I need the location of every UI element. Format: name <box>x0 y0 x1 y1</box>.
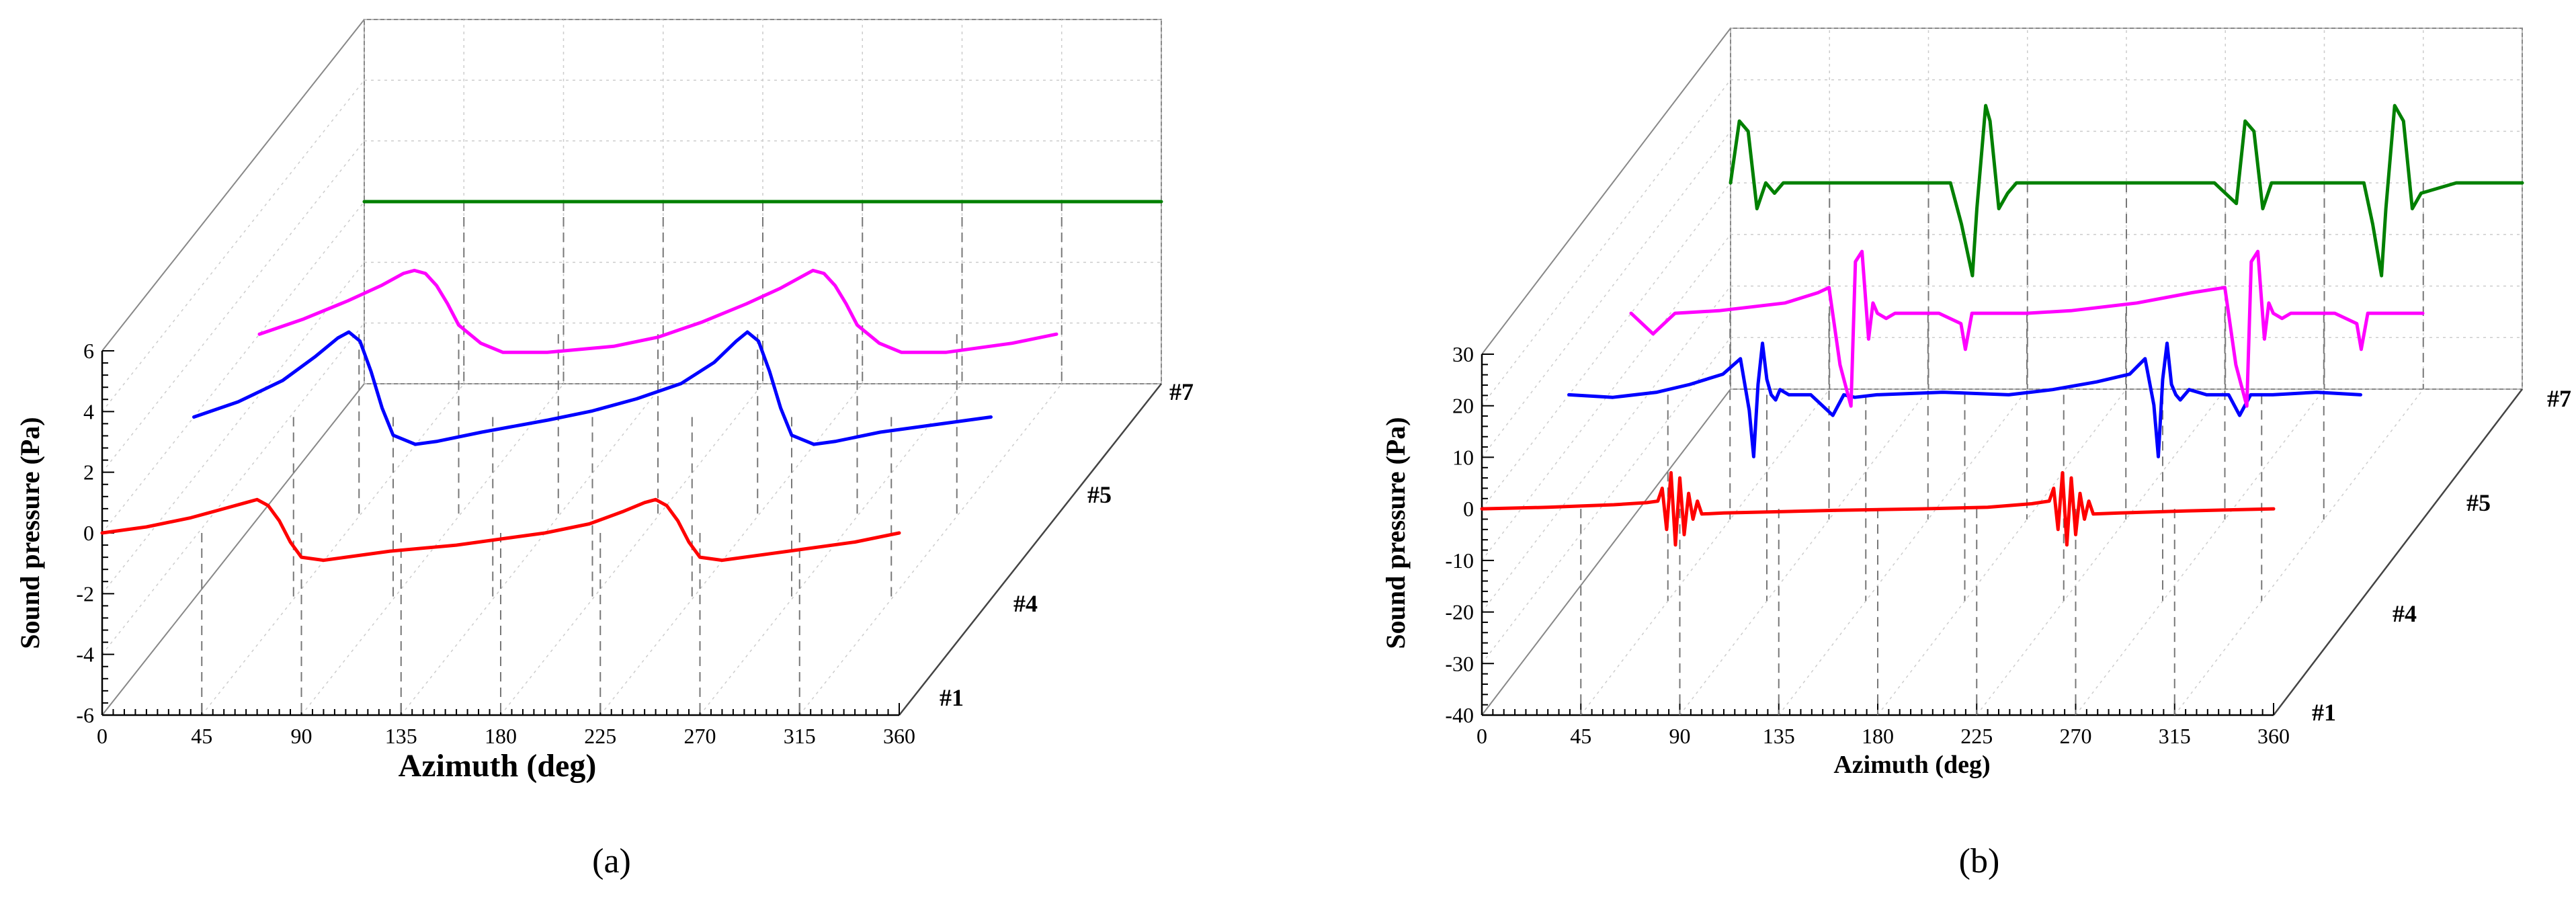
x-tick-label: 315 <box>2159 724 2191 748</box>
x-tick-label: 225 <box>584 724 616 748</box>
floor-grid-line <box>799 383 1063 716</box>
depth-label: #1 <box>2312 699 2336 726</box>
side-grid-line <box>1481 286 1731 613</box>
series-line-n4 <box>1567 341 2362 458</box>
series-line-n5 <box>257 268 1058 354</box>
floor-grid-line <box>500 383 763 716</box>
y-tick-label: 0 <box>83 521 94 545</box>
series-line-n1 <box>100 497 901 563</box>
series-line-n5 <box>1629 249 2425 408</box>
frame-edge <box>101 19 365 351</box>
panel-label: (b) <box>1959 842 2000 880</box>
x-tick-label: 360 <box>883 724 915 748</box>
x-tick-label: 0 <box>97 724 108 748</box>
x-tick-label: 45 <box>191 724 212 748</box>
x-tick-label: 270 <box>2060 724 2092 748</box>
y-tick-label: 6 <box>83 339 94 363</box>
side-grid-line <box>1481 234 1731 561</box>
side-grid-line <box>101 201 365 534</box>
depth-label: #5 <box>1087 481 1112 508</box>
side-grid-line <box>101 323 365 655</box>
side-grid-line <box>101 140 365 473</box>
frame-edge <box>1481 28 1731 355</box>
floor-grid-line <box>201 383 464 716</box>
x-tick-label: 135 <box>1763 724 1795 748</box>
x-tick-label: 315 <box>784 724 816 748</box>
floor-grid-line <box>1778 388 2028 716</box>
y-axis-title: Sound pressure (Pa) <box>1380 417 1411 649</box>
x-tick-label: 225 <box>1960 724 1993 748</box>
y-tick-label: -40 <box>1445 703 1474 727</box>
x-tick-label: 360 <box>2257 724 2290 748</box>
chart-panel-b: 0 45 90 135 180 225 270 315 360 -40 -30 -20 -10 0 10 20… <box>1380 28 2571 880</box>
depth-label: #4 <box>1013 590 1038 617</box>
y-tick-label: -30 <box>1445 651 1474 675</box>
side-grid-line <box>101 79 365 412</box>
depth-label: #4 <box>2393 600 2417 627</box>
x-tick-label: 90 <box>1669 724 1691 748</box>
x-tick-label: 45 <box>1570 724 1591 748</box>
y-tick-label: -20 <box>1445 600 1474 624</box>
floor-grid-line <box>2075 388 2325 716</box>
floor-grid-line <box>1580 388 1830 716</box>
frame-edge <box>101 383 365 716</box>
series-line-n7 <box>1729 104 2524 278</box>
series-line-n4 <box>192 330 993 446</box>
side-grid-line <box>1481 182 1731 509</box>
y-tick-label: -2 <box>76 581 94 606</box>
floor-grid-line <box>599 383 863 716</box>
x-tick-label: 135 <box>385 724 417 748</box>
y-tick-label: 0 <box>1463 497 1474 521</box>
floor-grid-line <box>1976 388 2226 716</box>
y-tick-label: 2 <box>83 460 94 485</box>
x-tick-label: 180 <box>485 724 517 748</box>
x-tick-label: 180 <box>1862 724 1894 748</box>
depth-label: #7 <box>2547 385 2571 412</box>
y-tick-label: 20 <box>1452 394 1474 418</box>
floor-grid-line <box>1679 388 1929 716</box>
floor-grid-line <box>2174 388 2424 716</box>
x-tick-label: 90 <box>291 724 313 748</box>
floor-grid-line <box>401 383 664 716</box>
depth-label: #5 <box>2466 489 2491 516</box>
floor-grid-line <box>1877 388 2127 716</box>
frame-edge <box>1481 388 1731 716</box>
panel-label: (a) <box>592 842 631 880</box>
y-tick-label: -10 <box>1445 548 1474 573</box>
y-tick-label: 4 <box>83 399 94 423</box>
x-tick-label: 0 <box>1477 724 1487 748</box>
y-tick-label: 30 <box>1452 342 1474 366</box>
series-line-n1 <box>1480 470 2276 547</box>
side-grid-line <box>1481 79 1731 407</box>
x-axis-title: Azimuth (deg) <box>1833 751 1990 779</box>
depth-label: #7 <box>1169 378 1194 405</box>
floor-grid-line <box>300 383 565 716</box>
chart-panel-a: 0 45 90 135 180 225 270 315 360 -6 -4 -2 0 2 4 6 #1 #4 #5 #… <box>15 19 1194 880</box>
x-axis-title: Azimuth (deg) <box>399 748 597 784</box>
x-tick-label: 270 <box>684 724 716 748</box>
y-tick-label: -4 <box>76 643 94 667</box>
frame-edge-right <box>2273 388 2523 716</box>
y-tick-label: 10 <box>1452 445 1474 469</box>
frame-edge-right <box>899 383 1162 716</box>
depth-label: #1 <box>940 684 964 711</box>
y-tick-label: -6 <box>76 703 94 727</box>
y-axis-title: Sound pressure (Pa) <box>15 417 45 649</box>
side-grid-line <box>101 261 365 594</box>
floor-grid-line <box>699 383 963 716</box>
side-grid-line <box>1481 130 1731 458</box>
side-grid-line <box>1481 337 1731 664</box>
